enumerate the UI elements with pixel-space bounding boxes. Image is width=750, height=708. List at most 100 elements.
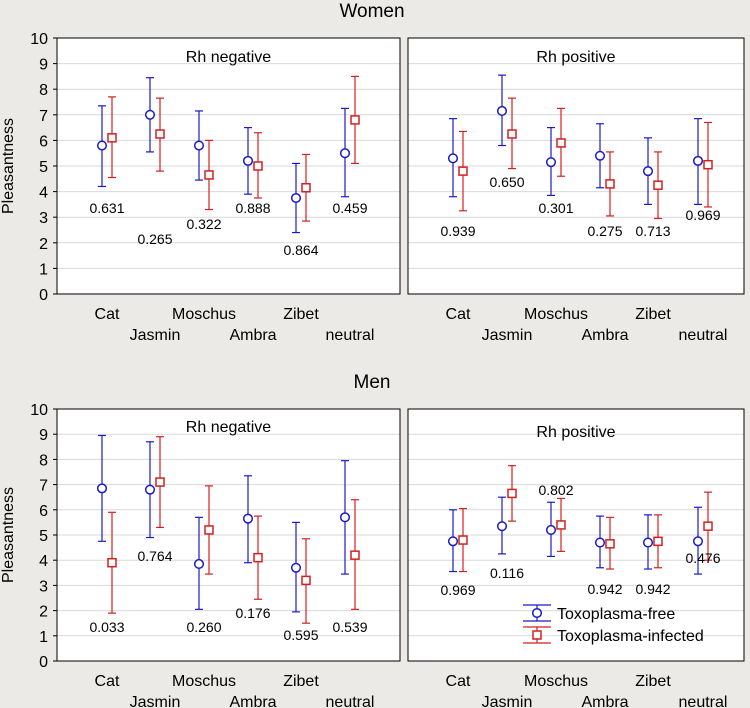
y-tick-label: 4 <box>39 185 48 202</box>
category-label: Cat <box>95 306 120 323</box>
mean-point-free <box>447 536 459 547</box>
panel-title: Rh positive <box>536 49 615 66</box>
y-tick-label: 1 <box>39 261 48 278</box>
mean-point-infected <box>653 536 663 547</box>
mean-point-infected <box>253 161 263 171</box>
y-tick-label: 9 <box>39 57 48 74</box>
p-value-label: 0.033 <box>89 619 124 635</box>
p-value-label: 0.802 <box>538 482 573 498</box>
category-label: Ambra <box>229 694 276 708</box>
category-label: Moschus <box>172 306 236 323</box>
legend-free-marker <box>531 607 543 619</box>
category-label: Moschus <box>524 673 588 690</box>
y-tick-label: 8 <box>39 82 48 99</box>
mean-point-infected <box>605 179 615 189</box>
category-label: neutral <box>679 327 728 344</box>
mean-point-infected <box>556 138 566 148</box>
y-tick-label: 6 <box>39 133 48 150</box>
category-label: Jasmin <box>130 694 181 708</box>
mean-point-infected <box>155 477 165 487</box>
mean-point-infected <box>350 115 360 125</box>
panel-title: Rh positive <box>536 424 615 441</box>
p-value-label: 0.864 <box>283 242 318 258</box>
legend-infected-label: Toxoplasma-infected <box>557 628 704 645</box>
mean-point-free <box>144 109 156 120</box>
mean-point-free <box>447 153 459 164</box>
y-tick-label: 0 <box>39 287 48 304</box>
y-tick-label: 9 <box>39 427 48 444</box>
category-label: Cat <box>446 673 471 690</box>
category-label: Jasmin <box>482 327 533 344</box>
mean-point-free <box>96 483 108 494</box>
y-tick-label: 5 <box>39 159 48 176</box>
p-value-label: 0.939 <box>440 223 475 239</box>
panel-title: Rh negative <box>186 49 271 66</box>
category-label: Zibet <box>283 306 319 323</box>
category-label: Zibet <box>635 673 671 690</box>
mean-point-infected <box>253 552 263 563</box>
category-label: Jasmin <box>482 694 533 708</box>
mean-point-free <box>96 140 108 151</box>
mean-point-infected <box>204 170 214 180</box>
mean-point-free <box>642 537 654 548</box>
mean-point-infected <box>155 129 165 139</box>
p-value-label: 0.595 <box>283 627 318 643</box>
mean-point-infected <box>204 525 214 535</box>
category-label: Moschus <box>524 306 588 323</box>
y-tick-label: 10 <box>30 402 48 419</box>
category-label: Ambra <box>229 327 276 344</box>
category-label: Ambra <box>581 694 628 708</box>
mean-point-free <box>290 192 302 204</box>
mean-point-infected <box>653 180 663 190</box>
mean-point-free <box>339 512 351 523</box>
category-label: Cat <box>95 673 120 690</box>
p-value-label: 0.539 <box>332 619 367 635</box>
mean-point-infected <box>703 159 713 170</box>
category-label: Zibet <box>283 673 319 690</box>
mean-point-infected <box>107 557 117 568</box>
y-tick-label: 2 <box>39 236 48 253</box>
y-tick-label: 7 <box>39 108 48 125</box>
plot-frame <box>407 408 745 662</box>
mean-point-free <box>594 537 606 548</box>
mean-point-free <box>496 521 508 532</box>
y-tick-label: 0 <box>39 654 48 671</box>
y-axis-label: Pleasantness <box>0 487 17 583</box>
p-value-label: 0.459 <box>332 200 367 216</box>
mean-point-infected <box>350 550 360 560</box>
mean-point-infected <box>605 539 615 549</box>
mean-point-infected <box>458 166 468 176</box>
mean-point-infected <box>458 535 468 545</box>
y-tick-label: 7 <box>39 478 48 495</box>
plot-frame <box>407 37 745 295</box>
y-tick-label: 6 <box>39 503 48 520</box>
p-value-label: 0.116 <box>490 565 524 581</box>
mean-point-free <box>642 166 654 177</box>
y-tick-label: 3 <box>39 210 48 227</box>
mean-point-free <box>545 157 557 168</box>
p-value-label: 0.942 <box>587 581 622 597</box>
mean-point-infected <box>703 521 713 531</box>
y-tick-label: 4 <box>39 553 48 570</box>
mean-point-free <box>193 558 205 570</box>
mean-point-free <box>496 105 508 117</box>
p-value-label: 0.888 <box>235 200 270 216</box>
section-title-men: Men <box>354 372 391 393</box>
y-tick-label: 5 <box>39 528 48 545</box>
category-label: Cat <box>446 306 471 323</box>
p-value-label: 0.265 <box>137 231 172 247</box>
p-value-label: 0.650 <box>489 174 524 190</box>
mean-point-free <box>594 150 606 161</box>
mean-point-infected <box>301 183 311 193</box>
legend-free-label: Toxoplasma-free <box>557 606 675 623</box>
p-value-label: 0.322 <box>186 216 221 232</box>
category-label: neutral <box>326 327 375 344</box>
section-title-women: Women <box>339 1 404 22</box>
p-value-label: 0.176 <box>235 605 270 621</box>
mean-point-free <box>692 536 704 547</box>
p-value-label: 0.713 <box>635 223 670 239</box>
p-value-label: 0.476 <box>685 550 720 566</box>
y-tick-label: 8 <box>39 452 48 469</box>
p-value-label: 0.260 <box>186 619 221 635</box>
